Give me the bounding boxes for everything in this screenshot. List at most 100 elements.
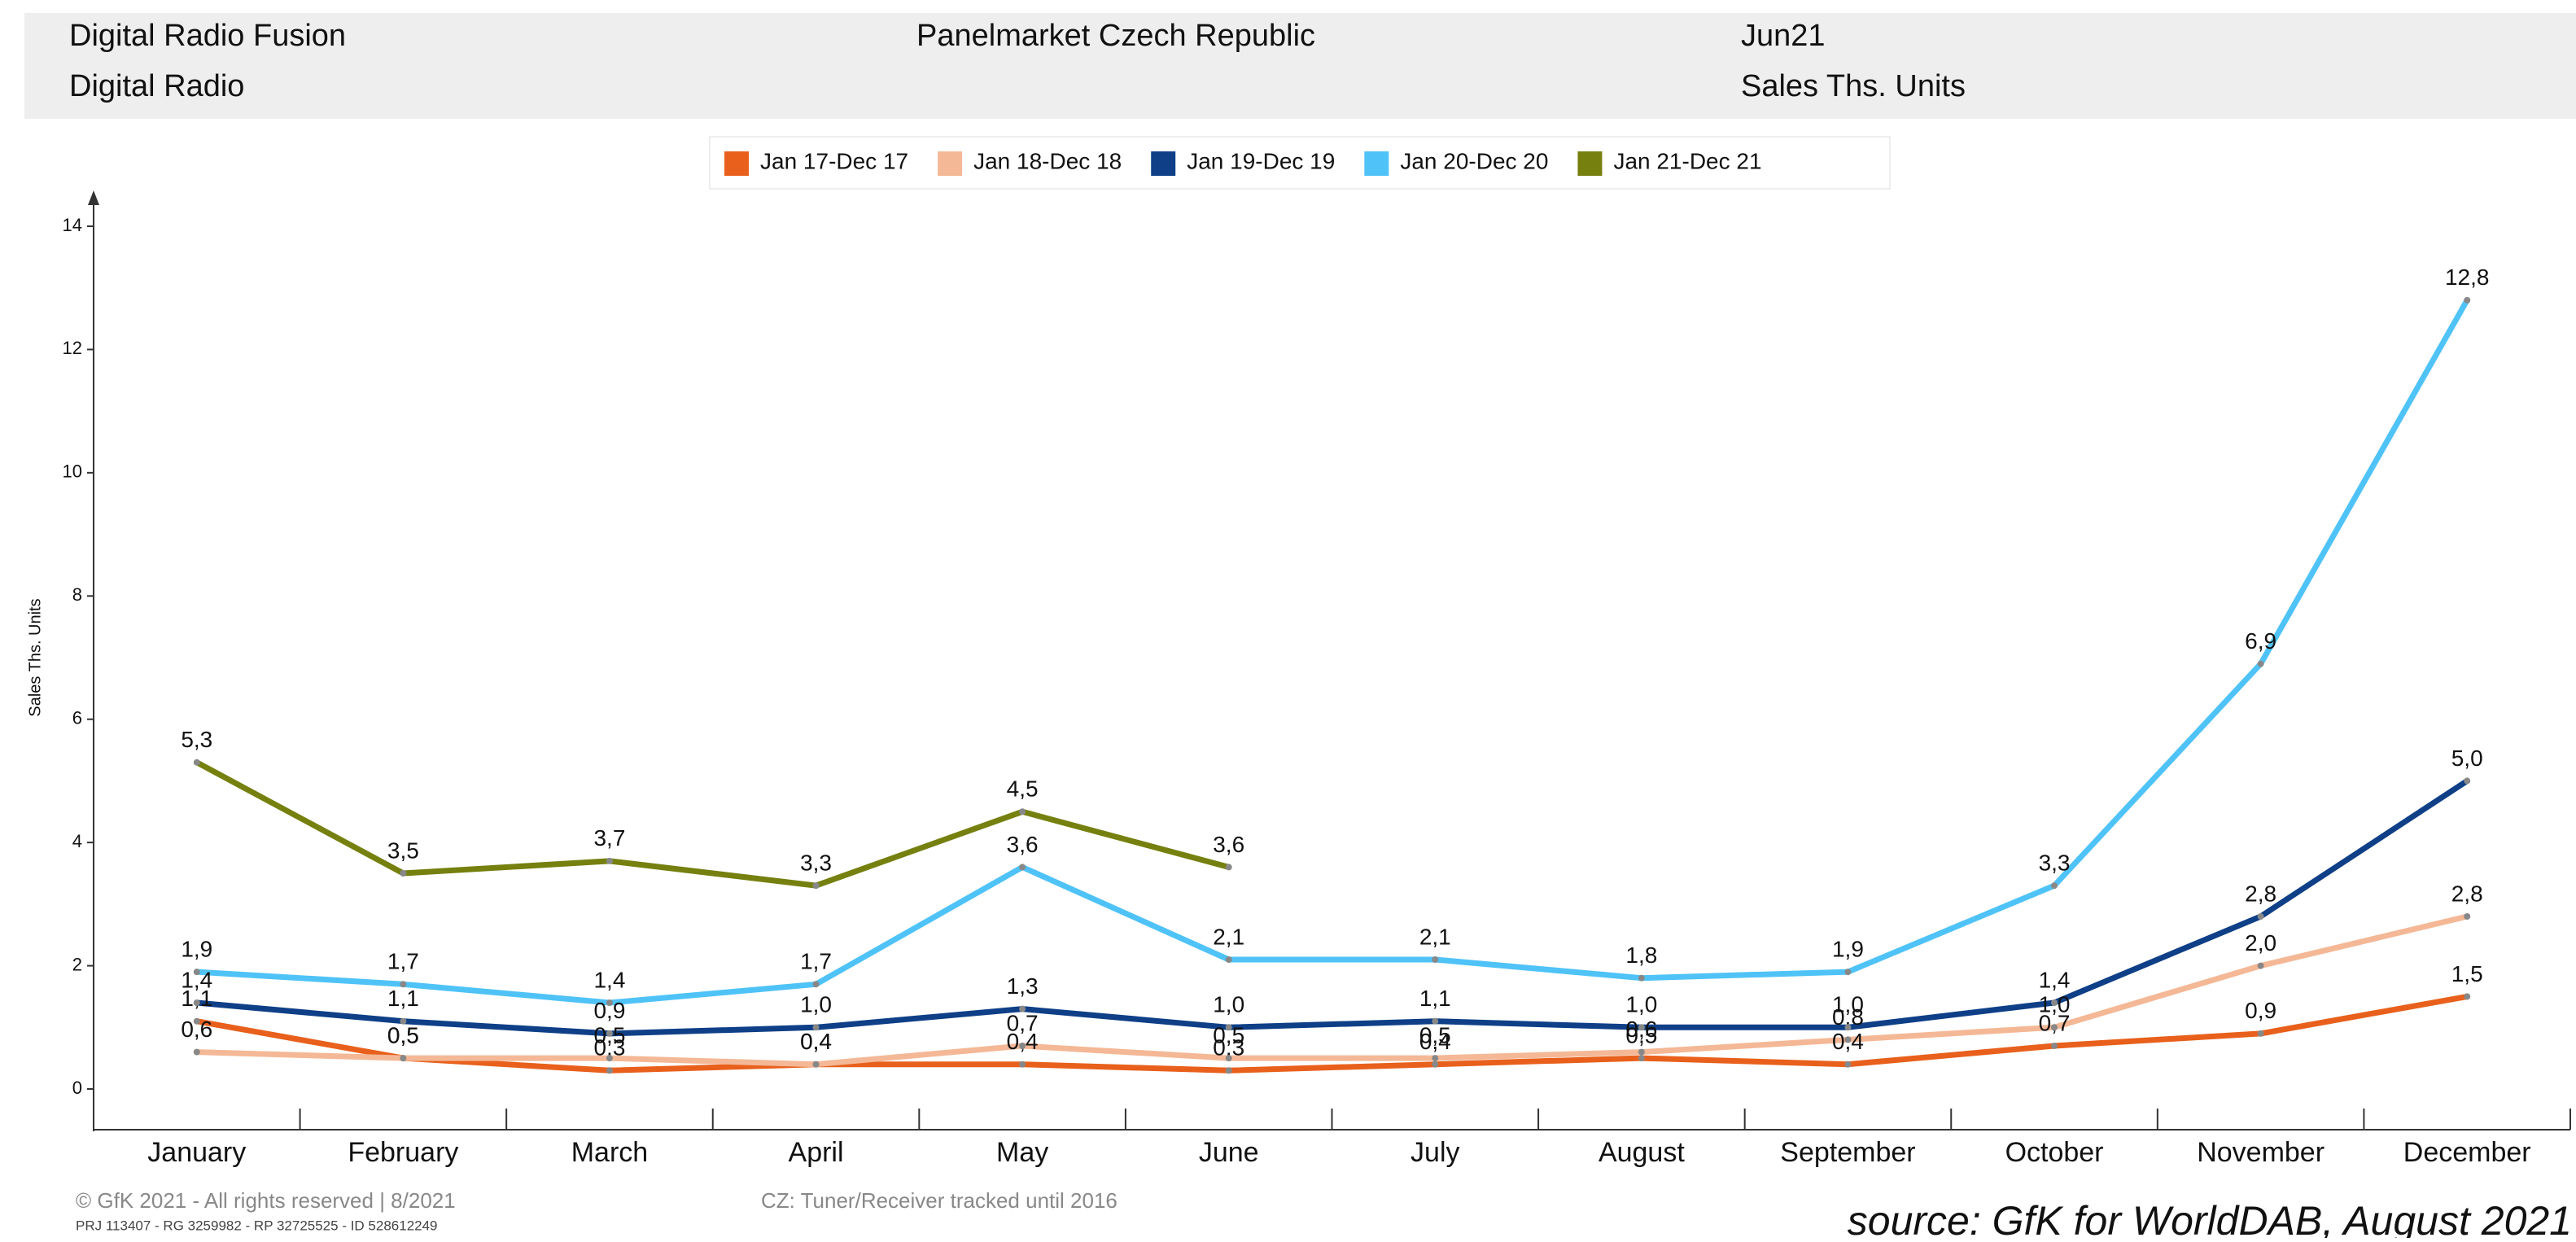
point [2051,999,2058,1006]
point [193,1017,200,1025]
point [1844,1036,1852,1043]
point [1019,808,1026,816]
legend-swatch [724,151,749,176]
data-label: 4,5 [1007,776,1039,802]
legend-label: Jan 17-Dec 17 [760,148,908,173]
data-label: 2,0 [2245,930,2276,956]
data-label: 3,6 [1007,832,1039,857]
data-label: 6,9 [2245,628,2276,654]
point [2051,1043,2058,1049]
header-period: Jun21 [1741,19,1826,53]
point [1225,1055,1232,1062]
point [1638,1024,1645,1031]
point [2257,962,2264,969]
data-label: 0,4 [800,1029,832,1054]
header-measure: Sales Ths. Units [1741,69,1966,103]
footer-note: CZ: Tuner/Receiver tracked until 2016 [761,1188,1117,1213]
point [2464,296,2471,304]
series-line [196,299,2470,1006]
data-label: 1,1 [387,986,419,1011]
point [606,1055,613,1062]
legend-swatch [938,151,963,176]
y-tick-label: 2 [72,954,82,974]
legend-box [709,136,1891,190]
point [400,981,407,988]
y-axis-label: Sales Ths. Units [26,598,44,716]
point [193,969,200,976]
x-tick-label: April [789,1137,844,1168]
point [2051,882,2058,890]
data-label: 1,0 [800,992,832,1017]
point [606,1030,613,1037]
point [1638,974,1645,982]
point [400,870,407,877]
header-subtitle: Digital Radio [69,69,244,103]
legend-swatch [1151,151,1176,176]
data-label: 1,0 [1213,992,1244,1017]
point [2464,993,2471,1000]
point [2257,913,2264,920]
data-label: 1,8 [1625,942,1657,968]
point [812,981,820,988]
point [2051,1024,2058,1031]
data-label: 0,9 [2245,998,2276,1023]
point [1225,864,1232,871]
data-label: 2,1 [1213,924,1244,949]
data-label: 1,9 [1832,937,1864,962]
y-tick-label: 6 [72,708,82,728]
data-label: 1,3 [1007,973,1039,999]
legend-label: Jan 18-Dec 18 [973,148,1122,173]
x-tick-label: January [147,1137,246,1168]
y-tick-label: 0 [72,1078,82,1098]
y-tick-label: 12 [63,338,82,358]
x-tick-label: July [1410,1137,1459,1168]
data-label: 1,4 [2039,967,2071,992]
point [1432,956,1439,963]
point [400,1017,407,1025]
point [812,1061,820,1068]
x-tick-label: August [1599,1137,1685,1168]
point [1019,864,1026,871]
x-tick-label: November [2197,1137,2325,1168]
y-tick-label: 8 [72,584,82,605]
data-label: 3,7 [593,825,625,851]
point [193,999,200,1006]
data-label: 0,4 [1419,1029,1451,1054]
point [2257,1030,2264,1037]
x-tick-label: December [2403,1137,2531,1168]
point [1019,1043,1026,1049]
legend-label: Jan 19-Dec 19 [1187,148,1335,173]
data-label: 3,3 [800,851,832,876]
x-tick-label: September [1780,1137,1915,1168]
y-tick-label: 10 [63,461,82,482]
data-label: 0,7 [1007,1010,1039,1035]
point [193,1048,200,1056]
data-label: 3,6 [1213,832,1244,857]
data-label: 1,7 [387,949,419,974]
series-line [196,913,2469,1068]
point [1844,969,1852,976]
point [2257,660,2264,667]
header-panel: Panelmarket Czech Republic [916,19,1315,53]
point [606,999,613,1006]
data-label: 5,0 [2451,746,2483,771]
data-label: 1,1 [1419,986,1451,1011]
data-label: 5,3 [181,727,212,752]
point [1019,1005,1026,1012]
data-label: 1,4 [593,967,625,992]
data-label: 1,9 [181,937,212,962]
point [812,882,820,890]
point [1844,1061,1852,1068]
data-label: 2,1 [1419,924,1451,949]
data-label: 1,7 [800,949,832,974]
data-label: 0,5 [387,1023,419,1048]
y-axis-arrow [88,190,99,205]
data-label: 1,5 [2451,961,2483,986]
point [1225,956,1232,963]
footer-copyright: © GfK 2021 - All rights reserved | 8/202… [76,1188,456,1213]
point [1638,1048,1645,1056]
legend-label: Jan 21-Dec 21 [1613,148,1761,173]
point [606,1067,613,1074]
data-label: 0,5 [387,1023,419,1048]
point [1225,1067,1232,1074]
